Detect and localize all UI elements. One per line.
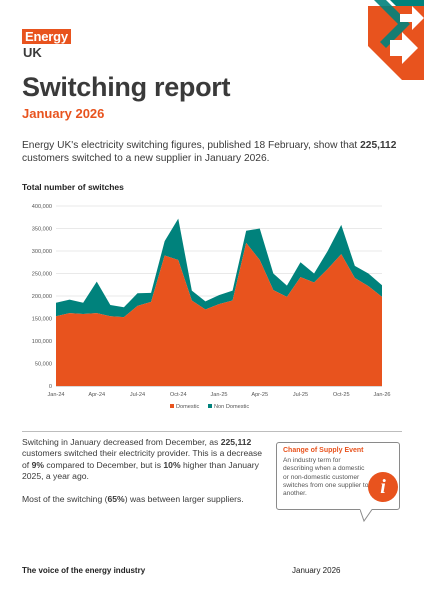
body-paragraph-2: Most of the switching (65%) was between …	[22, 494, 270, 505]
body-text: higher than January 2025, a year ago.	[22, 459, 259, 481]
x-tick-label: Oct-25	[333, 392, 350, 398]
chart-title: Total number of switches	[22, 182, 124, 192]
divider-top	[22, 431, 402, 432]
x-tick-label: Jul-24	[130, 392, 145, 398]
y-tick-label: 200,000	[32, 294, 52, 300]
body-percent: 65%	[107, 494, 125, 504]
legend-label: Domestic	[176, 404, 200, 410]
body-percent: 10%	[163, 459, 181, 470]
body-text: ) was between larger suppliers.	[124, 494, 244, 504]
y-tick-label: 300,000	[32, 249, 52, 255]
body-text: compared to December, but is	[43, 459, 164, 470]
footer-tagline: The voice of the energy industry	[22, 566, 146, 575]
callout-tail	[360, 509, 373, 523]
body-text: Switching in January decreased from Dece…	[22, 437, 221, 447]
body-text: customers switched their electricity pro…	[22, 448, 263, 470]
y-tick-label: 400,000	[32, 204, 52, 210]
y-tick-label: 0	[49, 384, 52, 390]
intro-text-2: customers switched to a new supplier in …	[22, 153, 270, 164]
legend-swatch	[208, 404, 212, 408]
x-tick-label: Jan-26	[373, 392, 390, 398]
body-paragraph-1: Switching in January decreased from Dece…	[22, 437, 270, 482]
corner-arrows-graphic	[350, 0, 424, 80]
body-number: 225,112	[220, 437, 252, 447]
x-tick-label: Oct-24	[170, 392, 187, 398]
intro-text-1: Energy UK's electricity switching figure…	[22, 140, 361, 151]
energy-uk-logo: Energy UK	[22, 28, 74, 60]
x-tick-label: Jan-24	[47, 392, 64, 398]
intro-paragraph: Energy UK's electricity switching figure…	[22, 139, 402, 165]
legend-label: Non Domestic	[214, 404, 249, 410]
x-tick-label: Jul-25	[293, 392, 308, 398]
info-icon: i	[368, 472, 398, 502]
series-area-domestic	[56, 242, 382, 386]
x-tick-label: Apr-24	[88, 392, 105, 398]
x-tick-label: Jan-25	[210, 392, 227, 398]
footer-date: January 2026	[292, 566, 341, 575]
y-tick-label: 100,000	[32, 339, 52, 345]
y-tick-label: 350,000	[32, 227, 52, 233]
page-subtitle: January 2026	[22, 106, 105, 121]
x-tick-label: Apr-25	[251, 392, 268, 398]
y-tick-label: 250,000	[32, 272, 52, 278]
y-tick-label: 150,000	[32, 317, 52, 323]
legend-swatch	[170, 404, 174, 408]
logo-energy-text: Energy	[22, 29, 71, 44]
page-title: Switching report	[22, 72, 231, 102]
callout-text: An industry term for describing when a d…	[283, 457, 369, 498]
logo-uk-text: UK	[23, 45, 42, 60]
callout-title: Change of Supply Event	[283, 447, 364, 454]
body-percent: 9%	[31, 459, 44, 470]
intro-number: 225,112	[360, 140, 397, 151]
y-tick-label: 50,000	[35, 362, 52, 368]
series-area-non-domestic	[56, 218, 382, 318]
body-text: Most of the switching (	[22, 494, 108, 504]
switches-chart: 0 50,000 100,000 150,000 200,000 250,000 300,0…	[32, 204, 391, 410]
